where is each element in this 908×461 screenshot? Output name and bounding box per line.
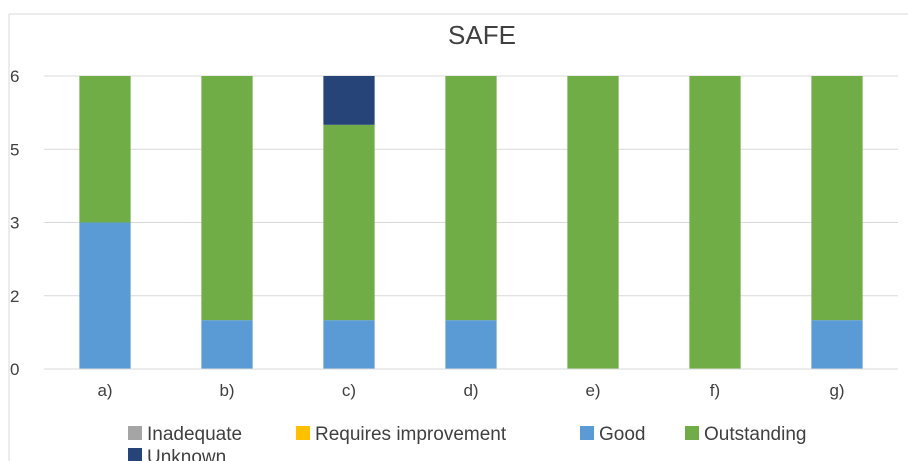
bar-segment-outstanding — [689, 76, 741, 369]
bar-segment-good — [201, 320, 253, 369]
bar-segment-outstanding — [567, 76, 619, 369]
bar-segment-outstanding — [445, 76, 497, 321]
legend-swatch — [685, 426, 699, 440]
y-tick-label: 3 — [10, 214, 19, 233]
chart-title: SAFE — [448, 20, 516, 50]
legend-label: Inadequate — [147, 424, 242, 445]
y-tick-label: 0 — [10, 360, 19, 379]
y-tick-label: 5 — [10, 140, 19, 159]
legend-label: Good — [599, 424, 645, 445]
bar-segment-outstanding — [811, 76, 863, 321]
bar-segment-good — [323, 320, 375, 369]
x-tick-label: c) — [342, 381, 356, 400]
legend-swatch — [580, 426, 594, 440]
x-tick-label: e) — [585, 381, 600, 400]
x-tick-label: f) — [710, 381, 720, 400]
bar-segment-good — [79, 222, 131, 369]
legend-swatch — [128, 448, 142, 461]
y-tick-label: 6 — [10, 67, 19, 86]
y-tick-label: 2 — [10, 287, 19, 306]
bar-segment-outstanding — [323, 124, 375, 321]
bar-segment-good — [811, 320, 863, 369]
bar-segment-outstanding — [79, 76, 131, 223]
bar-segment-unknown — [323, 75, 375, 125]
bar-segment-good — [445, 320, 497, 369]
legend-label: Unknown — [147, 447, 226, 461]
bar-segment-outstanding — [201, 76, 253, 321]
x-tick-label: b) — [219, 381, 234, 400]
legend-label: Outstanding — [704, 424, 806, 445]
x-axis-ticks: a) b) c) d) e) f) g) — [97, 381, 844, 400]
legend-label: Requires improvement — [315, 424, 507, 445]
legend-swatch — [296, 426, 310, 440]
legend-swatch — [128, 426, 142, 440]
y-axis-ticks: 0 2 3 5 6 — [10, 67, 19, 379]
x-tick-label: a) — [97, 381, 112, 400]
bars — [79, 75, 863, 369]
x-tick-label: g) — [829, 381, 844, 400]
legend: Inadequate Requires improvement Good Outsta… — [128, 424, 806, 461]
x-tick-label: d) — [463, 381, 478, 400]
